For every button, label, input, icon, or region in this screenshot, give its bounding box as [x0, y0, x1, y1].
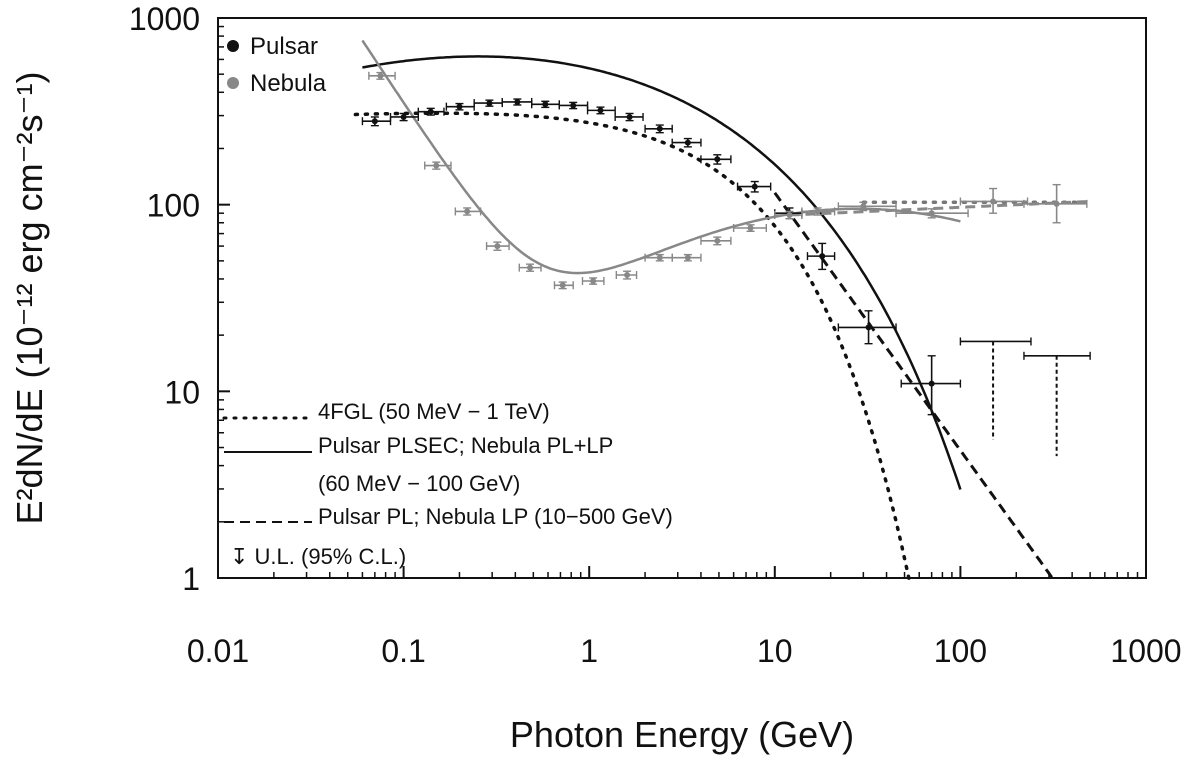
data-point [819, 253, 826, 260]
legend-4fgl-label: 4FGL (50 MeV − 1 TeV) [318, 399, 550, 424]
data-point [427, 108, 434, 115]
legend-nebula-label: Nebula [250, 70, 327, 97]
curve-pulsar-plsec [362, 55, 962, 490]
curve-nebula-lp [789, 199, 1091, 217]
data-point [371, 118, 378, 125]
data-points [361, 71, 1091, 457]
data-point [786, 212, 793, 219]
data-point [597, 107, 604, 114]
data-point [684, 254, 691, 261]
y-axis-label: E²dN/dE (10⁻¹² erg cm⁻²s⁻¹) [9, 71, 50, 524]
data-point [1053, 200, 1060, 207]
data-point [684, 139, 691, 146]
data-point [570, 102, 577, 109]
data-point [751, 183, 758, 190]
y-tick-label: 10 [164, 374, 200, 410]
x-tick-label: 10 [757, 633, 793, 669]
legend-pl-lp-label: Pulsar PL; Nebula LP (10−500 GeV) [318, 504, 673, 529]
data-point [456, 103, 463, 110]
legend-bottom: 4FGL (50 MeV − 1 TeV) Pulsar PLSEC; Nebu… [222, 399, 673, 569]
x-tick-label: 0.1 [381, 633, 425, 669]
data-point [860, 203, 867, 210]
legend-plsec-label: Pulsar PLSEC; Nebula PL+LP [318, 433, 613, 458]
model-curves [353, 39, 1092, 581]
legend-pulsar-marker [227, 40, 239, 52]
x-tick-label: 100 [934, 633, 987, 669]
data-point [865, 324, 872, 331]
data-point [590, 278, 597, 285]
data-point [990, 198, 997, 205]
series-pulsar [361, 97, 1091, 457]
data-point [542, 101, 549, 108]
legend-pulsar-label: Pulsar [250, 33, 318, 60]
data-point [656, 254, 663, 261]
data-point [928, 210, 935, 217]
data-point [626, 113, 633, 120]
y-tick-label: 1000 [129, 1, 200, 37]
data-point [486, 100, 493, 107]
data-point [928, 380, 935, 387]
series-nebula [368, 71, 1088, 290]
y-tick-label: 1 [182, 561, 200, 597]
legend-upper-limit-label: ↧ U.L. (95% C.L.) [230, 544, 406, 569]
data-point [514, 98, 521, 105]
legend-plsec-range-label: (60 MeV − 100 GeV) [318, 471, 520, 496]
data-point [559, 282, 566, 289]
curve-nebula-pl-lp [361, 39, 961, 275]
x-tick-label: 0.01 [187, 633, 249, 669]
legend-nebula-marker [227, 77, 239, 89]
x-tick-label: 1 [580, 633, 598, 669]
data-point [624, 271, 631, 278]
legend-top: Pulsar Nebula [227, 33, 327, 97]
y-axis-ticks: 1 10 100 1000 [129, 1, 230, 597]
data-point [714, 237, 721, 244]
data-point [714, 156, 721, 163]
x-axis-ticks: 0.01 0.1 1 10 100 1000 [187, 566, 1182, 669]
data-point [433, 162, 440, 169]
y-tick-label: 100 [147, 188, 200, 224]
curve-pulsar-pl [773, 191, 1055, 580]
data-point [814, 208, 821, 215]
data-point [377, 72, 384, 79]
data-point [747, 224, 754, 231]
plot-border [217, 17, 1147, 579]
plot-frame [217, 17, 1147, 579]
x-axis-label: Photon Energy (GeV) [510, 714, 854, 755]
data-point [400, 113, 407, 120]
data-point [656, 125, 663, 132]
x-tick-label: 1000 [1110, 633, 1181, 669]
curve-4fgl-pulsar [353, 111, 911, 581]
data-point [527, 264, 534, 271]
data-point [494, 243, 501, 250]
data-point [464, 208, 471, 215]
